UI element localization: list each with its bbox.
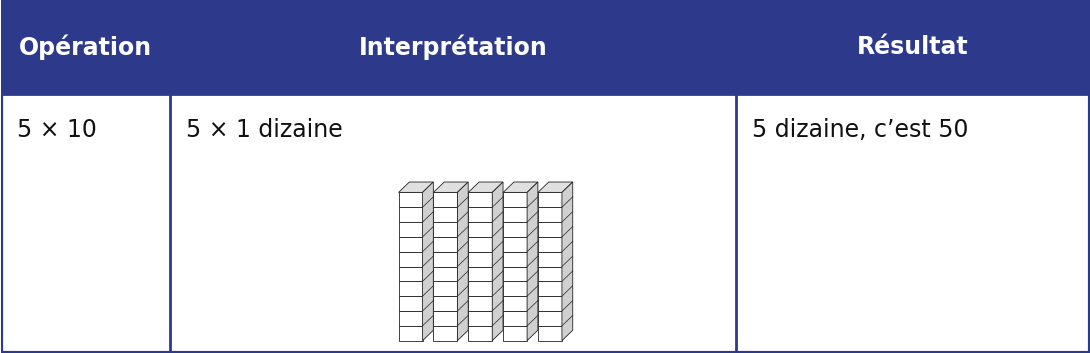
Polygon shape <box>538 192 562 207</box>
Polygon shape <box>469 207 493 222</box>
Polygon shape <box>538 222 562 237</box>
Bar <box>1 0 1090 94</box>
Polygon shape <box>504 252 528 267</box>
Polygon shape <box>399 192 423 207</box>
Polygon shape <box>434 281 458 296</box>
Polygon shape <box>399 182 434 192</box>
Polygon shape <box>504 182 537 192</box>
Polygon shape <box>434 237 458 252</box>
Polygon shape <box>399 311 423 326</box>
Bar <box>1 94 1090 353</box>
Polygon shape <box>469 237 493 252</box>
Polygon shape <box>538 296 562 311</box>
Polygon shape <box>538 267 562 281</box>
Polygon shape <box>469 296 493 311</box>
Polygon shape <box>504 222 528 237</box>
Text: Résultat: Résultat <box>857 35 969 59</box>
Polygon shape <box>469 192 493 207</box>
Polygon shape <box>399 267 423 281</box>
Polygon shape <box>504 267 528 281</box>
Polygon shape <box>504 311 528 326</box>
Polygon shape <box>434 207 458 222</box>
Polygon shape <box>528 182 537 341</box>
Polygon shape <box>458 182 469 341</box>
Polygon shape <box>469 222 493 237</box>
Polygon shape <box>399 207 423 222</box>
Polygon shape <box>504 237 528 252</box>
Polygon shape <box>399 326 423 341</box>
Text: Opération: Opération <box>19 34 152 60</box>
Polygon shape <box>469 326 493 341</box>
Polygon shape <box>504 192 528 207</box>
Text: 5 dizaine, c’est 50: 5 dizaine, c’est 50 <box>752 118 969 142</box>
Polygon shape <box>538 207 562 222</box>
Polygon shape <box>434 326 458 341</box>
Polygon shape <box>469 281 493 296</box>
Polygon shape <box>469 252 493 267</box>
Polygon shape <box>504 326 528 341</box>
Polygon shape <box>434 182 469 192</box>
Text: 5 × 10: 5 × 10 <box>17 118 97 142</box>
Polygon shape <box>434 311 458 326</box>
Polygon shape <box>434 222 458 237</box>
Polygon shape <box>434 267 458 281</box>
Polygon shape <box>504 207 528 222</box>
Polygon shape <box>538 252 562 267</box>
Polygon shape <box>434 192 458 207</box>
Polygon shape <box>538 326 562 341</box>
Polygon shape <box>399 252 423 267</box>
Polygon shape <box>399 222 423 237</box>
Text: Interprétation: Interprétation <box>359 34 547 60</box>
Polygon shape <box>538 281 562 296</box>
Polygon shape <box>504 281 528 296</box>
Polygon shape <box>469 311 493 326</box>
Polygon shape <box>562 182 572 341</box>
Polygon shape <box>469 182 502 192</box>
Polygon shape <box>423 182 434 341</box>
Polygon shape <box>434 252 458 267</box>
Polygon shape <box>399 281 423 296</box>
Polygon shape <box>538 237 562 252</box>
Polygon shape <box>538 311 562 326</box>
Polygon shape <box>434 296 458 311</box>
Text: 5 × 1 dizaine: 5 × 1 dizaine <box>186 118 343 142</box>
Polygon shape <box>504 296 528 311</box>
Polygon shape <box>493 182 502 341</box>
Polygon shape <box>538 182 572 192</box>
Polygon shape <box>399 296 423 311</box>
Polygon shape <box>399 237 423 252</box>
Polygon shape <box>469 267 493 281</box>
